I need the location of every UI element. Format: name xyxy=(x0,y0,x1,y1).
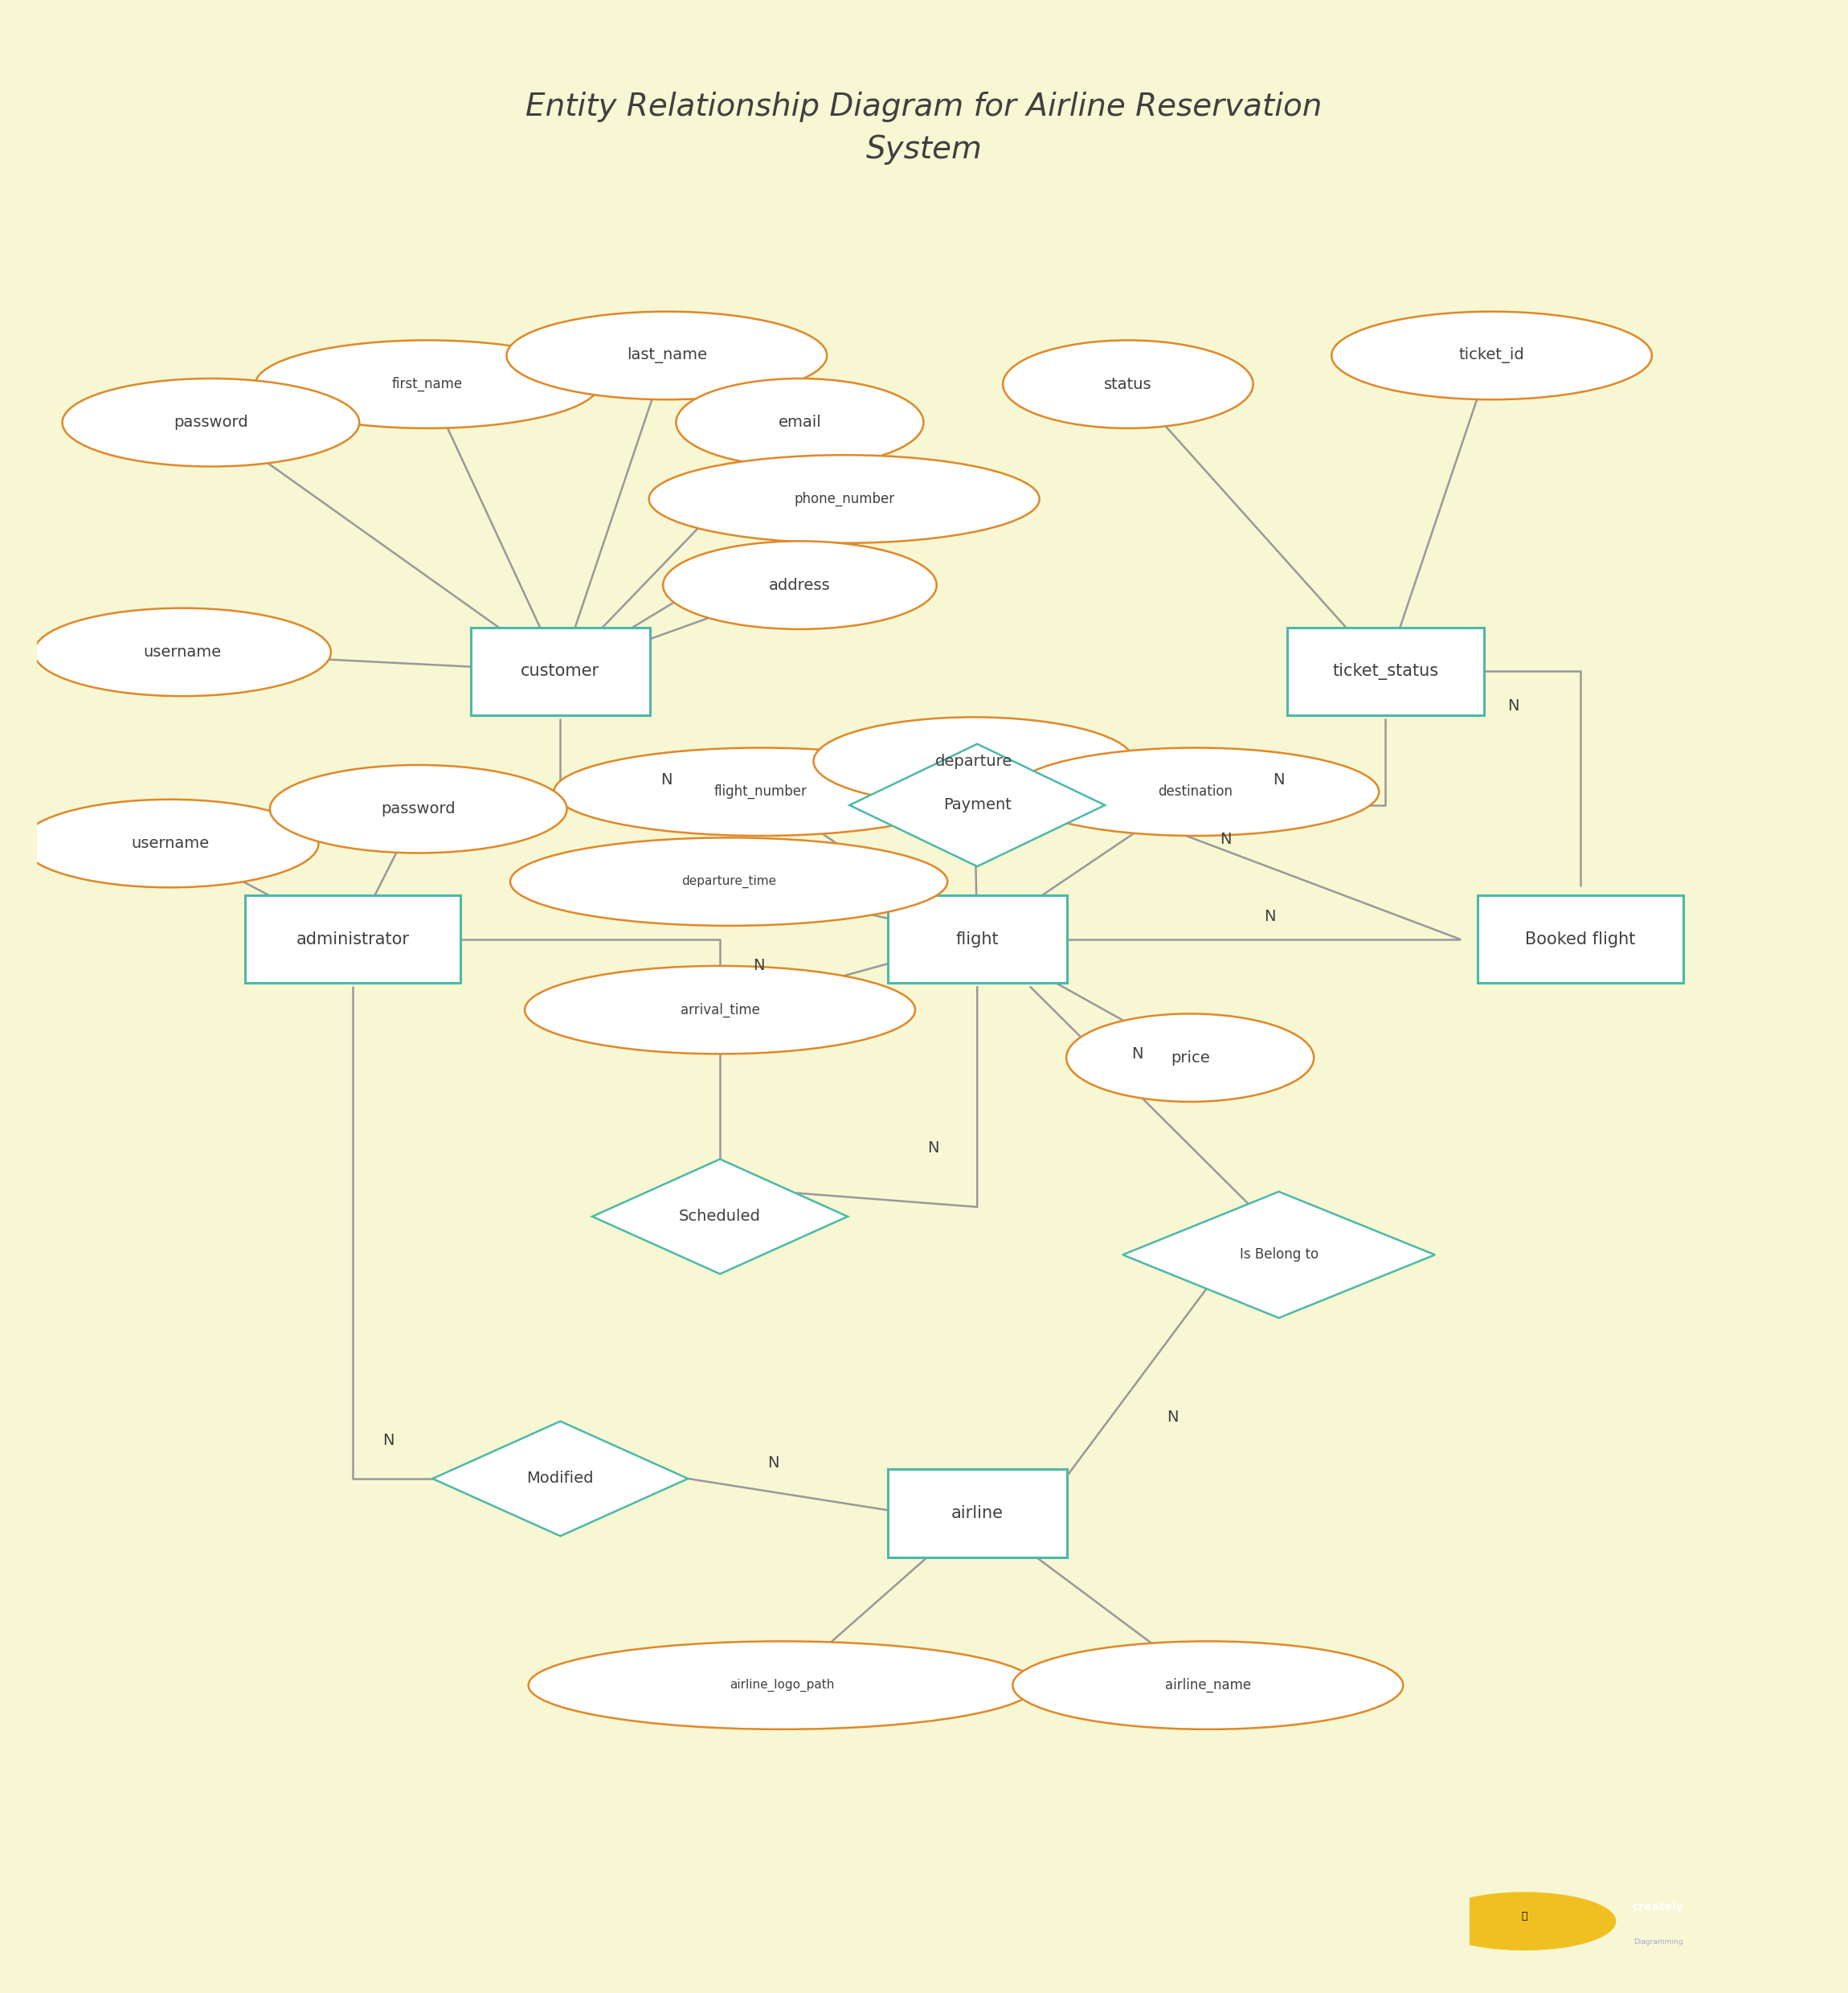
Polygon shape xyxy=(432,1421,687,1537)
Ellipse shape xyxy=(525,967,915,1054)
Text: password: password xyxy=(174,415,248,430)
Ellipse shape xyxy=(663,542,937,630)
FancyBboxPatch shape xyxy=(887,895,1066,983)
Text: administrator: administrator xyxy=(296,931,410,947)
Circle shape xyxy=(1432,1893,1615,1949)
Text: status: status xyxy=(1103,377,1151,393)
Text: N: N xyxy=(1264,909,1275,925)
Ellipse shape xyxy=(649,454,1039,542)
Text: N: N xyxy=(662,773,673,787)
Text: airline_logo_path: airline_logo_path xyxy=(730,1678,835,1692)
Ellipse shape xyxy=(270,765,567,853)
Text: destination: destination xyxy=(1159,785,1233,799)
Text: last_name: last_name xyxy=(626,347,708,363)
FancyBboxPatch shape xyxy=(887,1469,1066,1557)
Ellipse shape xyxy=(813,717,1135,805)
Ellipse shape xyxy=(1003,341,1253,428)
Ellipse shape xyxy=(1332,311,1652,399)
Text: phone_number: phone_number xyxy=(795,492,894,506)
Text: arrival_time: arrival_time xyxy=(680,1002,760,1016)
FancyBboxPatch shape xyxy=(1286,628,1484,715)
FancyBboxPatch shape xyxy=(246,895,460,983)
Text: N: N xyxy=(1220,831,1231,847)
Text: ticket_status: ticket_status xyxy=(1332,664,1438,680)
Text: airline_name: airline_name xyxy=(1164,1678,1251,1692)
Ellipse shape xyxy=(510,837,948,925)
Text: departure_time: departure_time xyxy=(682,875,776,889)
Text: price: price xyxy=(1170,1050,1210,1066)
Text: Payment: Payment xyxy=(942,797,1011,813)
Ellipse shape xyxy=(1013,747,1379,835)
Text: N: N xyxy=(928,1140,939,1156)
Text: Is Belong to: Is Belong to xyxy=(1240,1248,1318,1262)
Text: customer: customer xyxy=(521,664,601,680)
Text: ticket_id: ticket_id xyxy=(1458,347,1525,363)
Text: username: username xyxy=(144,644,222,660)
Text: N: N xyxy=(1273,773,1284,787)
Text: N: N xyxy=(767,1455,780,1471)
Ellipse shape xyxy=(506,311,826,399)
Text: flight_number: flight_number xyxy=(713,785,808,799)
Text: email: email xyxy=(778,415,821,430)
Text: N: N xyxy=(383,1433,394,1449)
Text: address: address xyxy=(769,578,830,592)
Polygon shape xyxy=(591,1160,848,1274)
Ellipse shape xyxy=(1013,1642,1403,1730)
Text: airline: airline xyxy=(952,1505,1003,1521)
Text: N: N xyxy=(1166,1409,1179,1425)
Text: N: N xyxy=(1508,698,1519,713)
Ellipse shape xyxy=(22,799,318,887)
Polygon shape xyxy=(1124,1192,1434,1317)
Text: Booked flight: Booked flight xyxy=(1525,931,1635,947)
Text: departure: departure xyxy=(935,753,1013,769)
Text: username: username xyxy=(131,835,209,851)
Text: creately: creately xyxy=(1632,1901,1684,1913)
Text: N: N xyxy=(1131,1046,1142,1062)
FancyBboxPatch shape xyxy=(471,628,650,715)
Ellipse shape xyxy=(676,379,924,466)
Ellipse shape xyxy=(1066,1014,1314,1102)
Text: flight: flight xyxy=(955,931,998,947)
Text: Diagramming: Diagramming xyxy=(1634,1939,1684,1945)
Text: Entity Relationship Diagram for Airline Reservation
System: Entity Relationship Diagram for Airline … xyxy=(525,92,1323,165)
Text: first_name: first_name xyxy=(392,377,462,391)
Ellipse shape xyxy=(63,379,359,466)
Ellipse shape xyxy=(529,1642,1035,1730)
Text: Scheduled: Scheduled xyxy=(678,1210,761,1224)
FancyBboxPatch shape xyxy=(1478,895,1684,983)
Text: 💡: 💡 xyxy=(1521,1911,1526,1921)
Polygon shape xyxy=(850,743,1105,867)
Ellipse shape xyxy=(33,608,331,696)
Ellipse shape xyxy=(554,747,968,835)
Ellipse shape xyxy=(255,341,599,428)
Text: password: password xyxy=(381,801,456,817)
Text: Modified: Modified xyxy=(527,1471,593,1487)
Text: N: N xyxy=(754,959,765,973)
